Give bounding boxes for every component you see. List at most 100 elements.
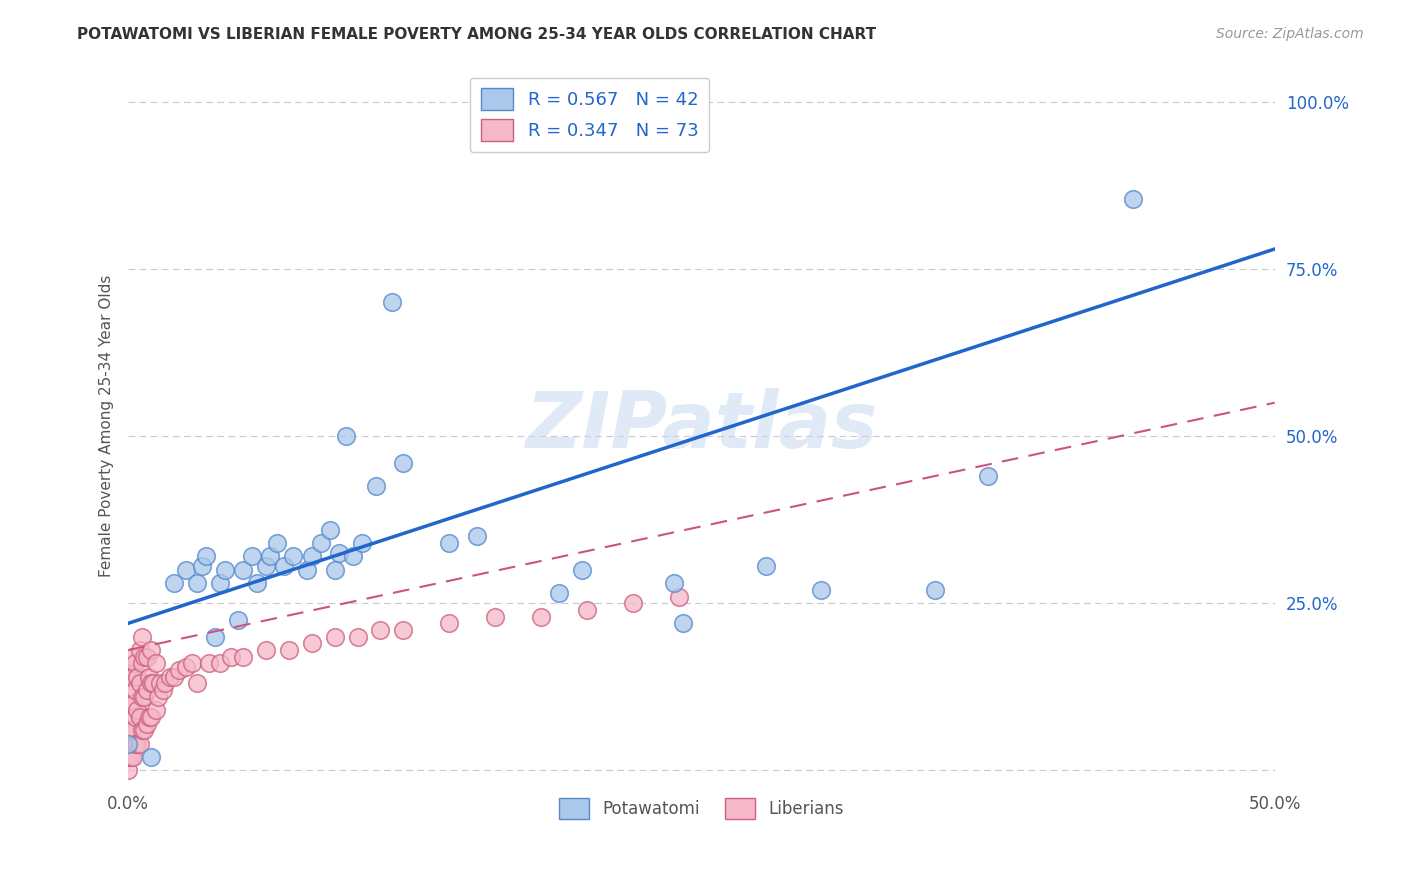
Point [153, 676, 176, 690]
Point [124, 657, 146, 671]
Point [392, 623, 415, 637]
Point [668, 590, 690, 604]
Point [135, 649, 157, 664]
Point [571, 563, 593, 577]
Point [301, 549, 323, 564]
Point [352, 536, 374, 550]
Point [135, 716, 157, 731]
Point [135, 683, 157, 698]
Point [977, 469, 1000, 483]
Point [672, 616, 695, 631]
Point [530, 609, 553, 624]
Point [142, 676, 165, 690]
Point [277, 643, 299, 657]
Point [342, 549, 364, 564]
Point [124, 710, 146, 724]
Point [186, 676, 208, 690]
Point [124, 737, 146, 751]
Point [364, 479, 387, 493]
Point [174, 563, 197, 577]
Point [254, 559, 277, 574]
Point [141, 710, 163, 724]
Point [186, 576, 208, 591]
Point [174, 659, 197, 673]
Point [167, 663, 190, 677]
Point [120, 697, 142, 711]
Point [121, 670, 143, 684]
Point [323, 630, 346, 644]
Point [335, 429, 357, 443]
Point [328, 546, 350, 560]
Point [131, 690, 153, 704]
Point [346, 630, 368, 644]
Point [309, 536, 332, 550]
Y-axis label: Female Poverty Among 25-34 Year Olds: Female Poverty Among 25-34 Year Olds [100, 275, 114, 577]
Point [163, 576, 186, 591]
Point [208, 657, 231, 671]
Point [124, 683, 146, 698]
Point [273, 559, 295, 574]
Point [134, 649, 156, 664]
Point [319, 523, 342, 537]
Point [439, 536, 461, 550]
Point [117, 750, 139, 764]
Point [755, 559, 778, 574]
Point [145, 657, 167, 671]
Point [121, 697, 143, 711]
Point [254, 643, 277, 657]
Point [141, 750, 163, 764]
Point [1122, 192, 1144, 206]
Point [128, 710, 150, 724]
Point [266, 536, 288, 550]
Point [163, 670, 186, 684]
Point [149, 676, 172, 690]
Point [128, 643, 150, 657]
Point [134, 690, 156, 704]
Point [259, 549, 281, 564]
Point [548, 586, 571, 600]
Point [121, 723, 143, 738]
Point [128, 737, 150, 751]
Point [232, 649, 254, 664]
Point [134, 723, 156, 738]
Point [127, 670, 149, 684]
Point [662, 576, 685, 591]
Point [197, 657, 219, 671]
Point [117, 663, 139, 677]
Point [121, 750, 143, 764]
Text: POTAWATOMI VS LIBERIAN FEMALE POVERTY AMONG 25-34 YEAR OLDS CORRELATION CHART: POTAWATOMI VS LIBERIAN FEMALE POVERTY AM… [77, 27, 876, 42]
Point [131, 657, 153, 671]
Point [117, 683, 139, 698]
Point [145, 703, 167, 717]
Point [465, 529, 488, 543]
Point [621, 596, 644, 610]
Point [484, 609, 506, 624]
Point [138, 670, 160, 684]
Point [208, 576, 231, 591]
Point [152, 683, 174, 698]
Point [131, 723, 153, 738]
Point [195, 549, 218, 564]
Point [370, 623, 392, 637]
Point [127, 737, 149, 751]
Text: Source: ZipAtlas.com: Source: ZipAtlas.com [1216, 27, 1364, 41]
Legend: Potawatomi, Liberians: Potawatomi, Liberians [553, 792, 851, 825]
Point [381, 295, 404, 310]
Point [117, 737, 139, 751]
Point [392, 456, 415, 470]
Point [138, 710, 160, 724]
Point [159, 670, 181, 684]
Point [295, 563, 318, 577]
Point [117, 737, 139, 751]
Point [301, 636, 323, 650]
Point [117, 710, 139, 724]
Point [121, 649, 143, 664]
Point [246, 576, 269, 591]
Point [810, 582, 832, 597]
Point [240, 549, 263, 564]
Point [439, 616, 461, 631]
Point [117, 697, 139, 711]
Point [120, 750, 142, 764]
Point [221, 649, 243, 664]
Point [141, 676, 163, 690]
